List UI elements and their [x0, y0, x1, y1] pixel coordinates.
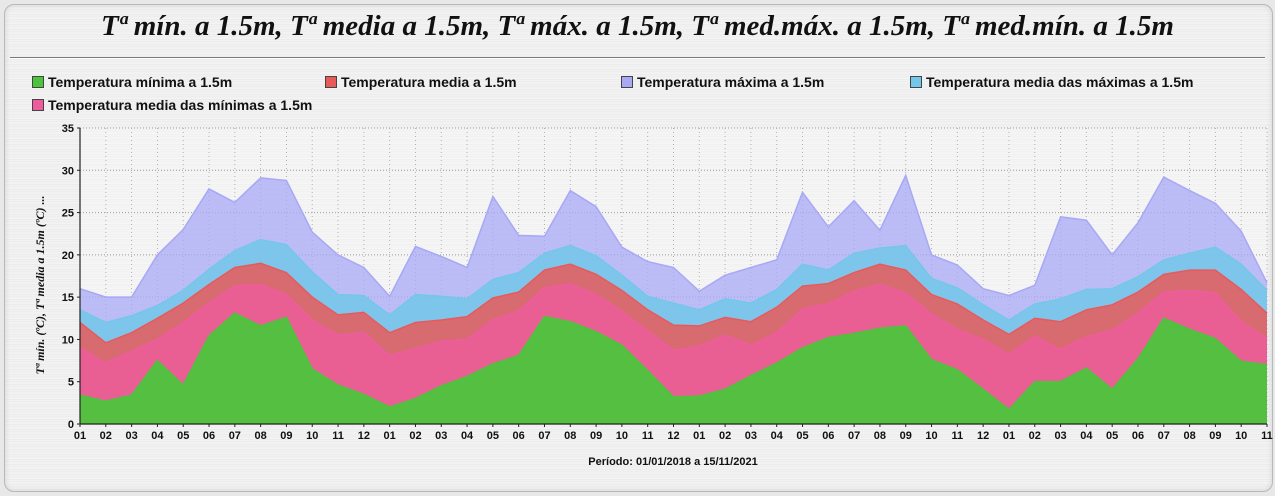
legend-label-min: Temperatura mínima a 1.5m — [48, 74, 233, 90]
x-tick-label: 06 — [1132, 430, 1144, 442]
x-tick-label: 07 — [1158, 430, 1170, 442]
x-tick-label: 05 — [1106, 430, 1118, 442]
y-tick-label: 15 — [62, 292, 74, 304]
x-tick-label: 11 — [952, 430, 964, 442]
y-tick-label: 35 — [62, 123, 74, 135]
x-tick-label: 11 — [332, 430, 344, 442]
x-tick-label: 04 — [771, 430, 784, 442]
x-tick-label: 11 — [642, 430, 654, 442]
x-tick-label: 07 — [538, 430, 550, 442]
x-tick-label: 04 — [151, 430, 164, 442]
x-tick-label: 06 — [822, 430, 834, 442]
x-tick-label: 06 — [203, 430, 215, 442]
x-tick-label: 08 — [874, 430, 886, 442]
x-tick-label: 09 — [590, 430, 602, 442]
x-tick-label: 01 — [384, 430, 396, 442]
line-series-2 — [79, 262, 1268, 344]
x-tick-label: 07 — [848, 430, 860, 442]
x-tick-label: 05 — [796, 430, 808, 442]
y-tick-label: 0 — [68, 419, 74, 431]
series-lines — [79, 173, 1268, 411]
x-tick-label: 08 — [564, 430, 576, 442]
legend-label-mean-min: Temperatura media das mínimas a 1.5m — [48, 97, 313, 113]
x-axis-title: Período: 01/01/2018 a 15/11/2021 — [588, 456, 757, 468]
x-tick-label: 12 — [667, 430, 679, 442]
x-tick-label: 10 — [925, 430, 937, 442]
x-tick-label: 03 — [745, 430, 757, 442]
area-series-4 — [80, 313, 1267, 424]
x-tick-label: 07 — [229, 430, 241, 442]
y-tick-label: 30 — [62, 165, 74, 177]
y-tick-label: 5 — [68, 377, 74, 389]
x-tick-label: 01 — [74, 430, 86, 442]
x-tick-label: 03 — [435, 430, 447, 442]
legend-item-mean-min[interactable]: Temperatura media das mínimas a 1.5m — [32, 97, 312, 113]
x-tick-label: 12 — [977, 430, 989, 442]
legend-swatch-max — [621, 76, 633, 88]
x-tick-label: 09 — [280, 430, 292, 442]
chart-title: Tª mín. a 1.5m, Tª media a 1.5m, Tª máx.… — [101, 10, 1174, 42]
x-tick-label: 04 — [461, 430, 474, 442]
legend-label-max: Temperatura máxima a 1.5m — [637, 74, 825, 90]
x-tick-label: 10 — [306, 430, 318, 442]
y-axis-title: Tª mín. (ºC), Tª media a 1.5m (ºC) ... — [33, 196, 47, 375]
x-tick-label: 02 — [409, 430, 421, 442]
x-tick-label: 02 — [100, 430, 112, 442]
line-series-0 — [79, 173, 1268, 298]
legend-label-mean: Temperatura media a 1.5m — [341, 74, 517, 90]
legend-swatch-mean-min — [32, 99, 44, 111]
y-tick-label: 20 — [62, 250, 74, 262]
title-divider — [10, 57, 1265, 58]
legend-item-mean[interactable]: Temperatura media a 1.5m — [325, 74, 517, 90]
line-series-1 — [79, 238, 1268, 324]
legend-item-mean-max[interactable]: Temperatura media das máximas a 1.5m — [910, 74, 1193, 90]
line-series-4 — [79, 312, 1268, 411]
x-tick-label: 08 — [255, 430, 267, 442]
legend-swatch-min — [32, 76, 44, 88]
legend-item-min[interactable]: Temperatura mínima a 1.5m — [32, 74, 232, 90]
x-tick-label: 03 — [1054, 430, 1066, 442]
x-tick-label: 06 — [513, 430, 525, 442]
legend-swatch-mean — [325, 76, 337, 88]
x-tick-label: 02 — [719, 430, 731, 442]
x-tick-label: 09 — [900, 430, 912, 442]
y-tick-label: 25 — [62, 208, 74, 220]
x-tick-label: 03 — [125, 430, 137, 442]
legend-swatch-mean-max — [910, 76, 922, 88]
x-tick-label: 11 — [1261, 430, 1273, 442]
x-tick-label: 04 — [1080, 430, 1093, 442]
legend-item-max[interactable]: Temperatura máxima a 1.5m — [621, 74, 824, 90]
x-tick-label: 01 — [693, 430, 705, 442]
x-tick-label: 05 — [177, 430, 189, 442]
line-series-3 — [79, 282, 1268, 364]
x-tick-label: 12 — [358, 430, 370, 442]
series-areas — [80, 175, 1267, 424]
x-tick-label: 10 — [616, 430, 628, 442]
x-tick-label: 01 — [1003, 430, 1015, 442]
x-tick-label: 09 — [1209, 430, 1221, 442]
y-tick-label: 10 — [62, 334, 74, 346]
x-tick-label: 08 — [1183, 430, 1195, 442]
legend-label-mean-max: Temperatura media das máximas a 1.5m — [926, 74, 1194, 90]
x-tick-label: 05 — [487, 430, 499, 442]
x-tick-label: 10 — [1235, 430, 1247, 442]
x-tick-label: 02 — [1029, 430, 1041, 442]
